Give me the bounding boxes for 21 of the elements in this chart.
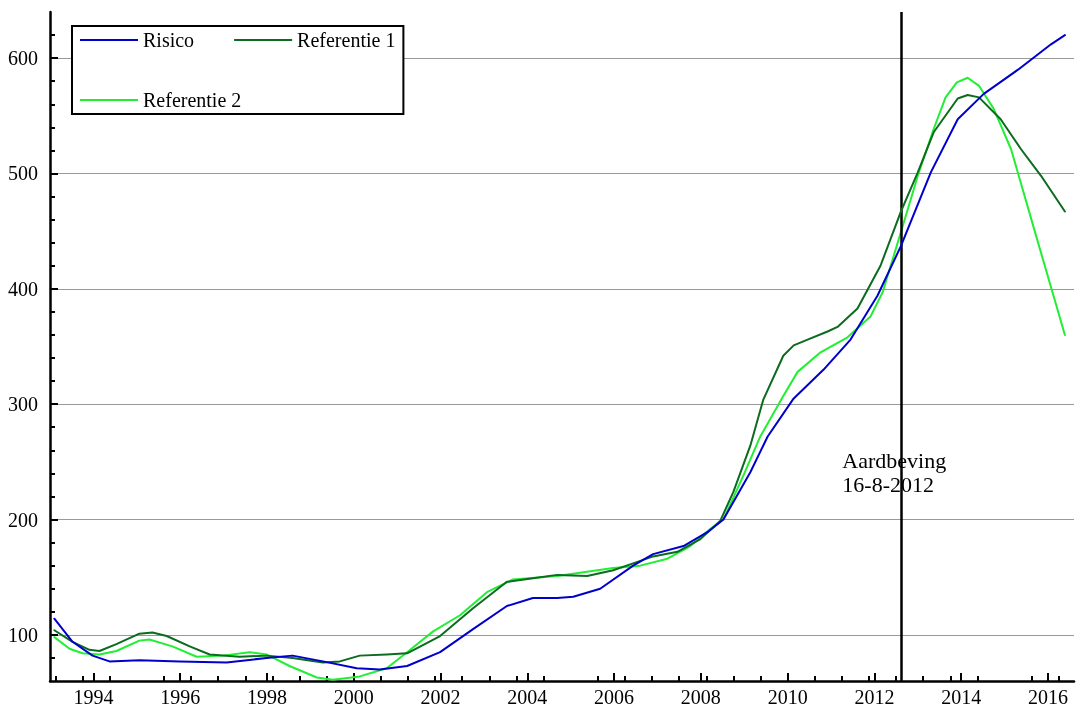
legend-label: Referentie 1 <box>297 29 396 51</box>
x-tick-label: 2016 <box>1027 686 1068 707</box>
x-tick-label: 2000 <box>333 686 374 707</box>
x-tick-label: 2002 <box>420 686 461 707</box>
x-tick-label: 2008 <box>680 686 721 707</box>
x-tick-label: 2006 <box>594 686 635 707</box>
legend-label: Referentie 2 <box>143 89 242 111</box>
y-tick-label: 200 <box>8 508 38 531</box>
x-tick-label: 1996 <box>160 686 201 707</box>
y-tick-label: 400 <box>8 277 38 300</box>
x-tick-label: 1998 <box>246 686 287 707</box>
y-tick-label: 300 <box>8 393 38 416</box>
x-tick-label: 2004 <box>507 686 548 707</box>
x-tick-label: 2012 <box>854 686 895 707</box>
x-tick-label: 2014 <box>941 686 982 707</box>
x-tick-label: 2010 <box>767 686 808 707</box>
y-tick-label: 100 <box>8 623 38 646</box>
y-tick-label: 500 <box>8 162 38 185</box>
x-tick-label: 1994 <box>73 686 114 707</box>
y-tick-label: 600 <box>8 47 38 70</box>
legend-label: Risico <box>143 29 195 51</box>
